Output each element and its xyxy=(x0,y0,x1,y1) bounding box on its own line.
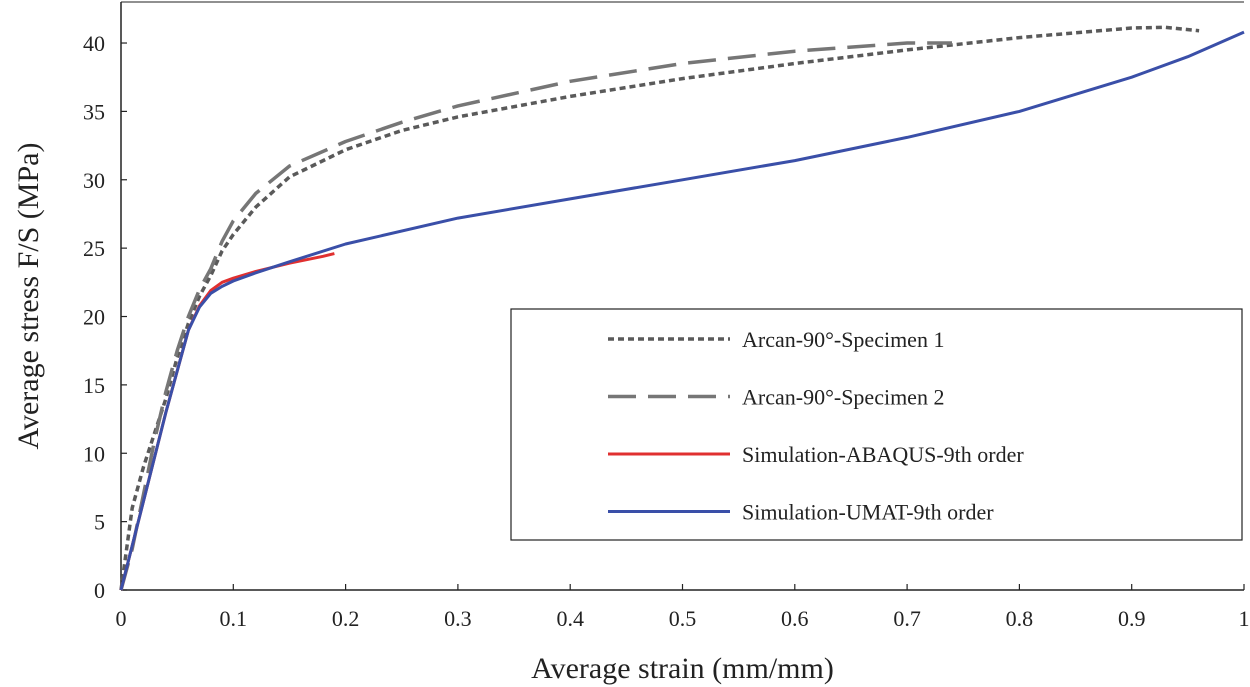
y-axis-title: Average stress F/S (MPa) xyxy=(12,143,45,450)
legend-label-1: Arcan-90°-Specimen 1 xyxy=(742,327,944,352)
x-tick-label: 1 xyxy=(1239,606,1250,631)
y-tick-label: 10 xyxy=(83,441,105,466)
axes: 0 0.1 0.2 0.3 0.4 0.5 0.6 0.7 0.8 0.9 105101520253… xyxy=(83,1,1250,631)
x-tick-label: 0.8 xyxy=(1006,606,1034,631)
y-tick-label: 5 xyxy=(94,510,105,535)
y-tick-label: 30 xyxy=(83,168,105,193)
series-line-2 xyxy=(119,41,952,591)
y-tick-label: 20 xyxy=(83,305,105,330)
x-tick-label: 0 xyxy=(116,606,127,631)
series-line-3 xyxy=(119,252,335,591)
x-tick-label: 0.4 xyxy=(556,606,584,631)
x-tick-label: 0.7 xyxy=(893,606,921,631)
y-tick-label: 40 xyxy=(83,31,105,56)
y-tick-label: 35 xyxy=(83,99,105,124)
x-axis-title: Average strain (mm/mm) xyxy=(531,652,834,685)
legend-label-2: Arcan-90°-Specimen 2 xyxy=(742,385,944,410)
legend-label-3: Simulation-ABAQUS-9th order xyxy=(742,442,1024,467)
series-line-4 xyxy=(119,30,1245,591)
legend-label-4: Simulation-UMAT-9th order xyxy=(742,500,994,525)
x-tick-label: 0.6 xyxy=(781,606,809,631)
x-tick-label: 0.5 xyxy=(669,606,697,631)
x-tick-label: 0.9 xyxy=(1118,606,1146,631)
y-tick-label: 15 xyxy=(83,373,105,398)
series-group xyxy=(119,25,1245,591)
x-tick-label: 0.2 xyxy=(332,606,360,631)
x-tick-label: 0.3 xyxy=(444,606,472,631)
series-line-1 xyxy=(119,25,1200,591)
legend: Arcan-90°-Specimen 1 Arcan-90°-Specimen 2… xyxy=(510,308,1243,541)
legend-box xyxy=(510,308,1243,541)
y-tick-label: 25 xyxy=(83,236,105,261)
x-tick-label: 0.1 xyxy=(220,606,248,631)
y-tick-label: 0 xyxy=(94,578,105,603)
